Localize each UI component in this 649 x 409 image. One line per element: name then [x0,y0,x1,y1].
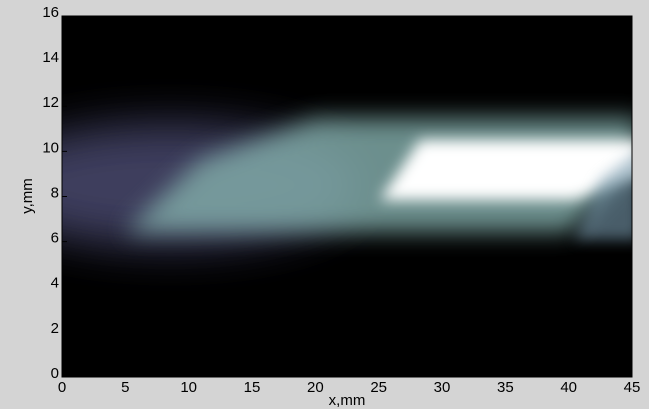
edge-glow [575,156,632,240]
x-tick-label: 10 [180,379,197,396]
y-tick-label: 10 [42,139,59,156]
y-tick-label: 4 [51,275,59,292]
y-tick-label: 6 [51,230,59,247]
x-axis-label: x,mm [329,392,366,409]
plot-image [62,16,632,377]
y-tick-label: 2 [51,320,59,337]
x-tick-label: 35 [497,379,514,396]
x-tick-label: 0 [58,379,66,396]
x-tick-label: 25 [370,379,387,396]
x-tick-label: 5 [121,379,129,396]
x-tick-label: 45 [624,379,641,396]
y-tick-label: 12 [42,94,59,111]
y-tick-label: 16 [42,4,59,21]
x-tick-label: 20 [307,379,324,396]
x-tick-label: 15 [244,379,261,396]
y-tick-label: 8 [51,184,59,201]
white-band [380,140,632,200]
x-tick-label: 40 [560,379,577,396]
y-axis-label: y,mm [19,178,36,214]
y-tick-label: 0 [51,365,59,382]
x-tick-label: 30 [434,379,451,396]
y-tick-label: 14 [42,49,59,66]
